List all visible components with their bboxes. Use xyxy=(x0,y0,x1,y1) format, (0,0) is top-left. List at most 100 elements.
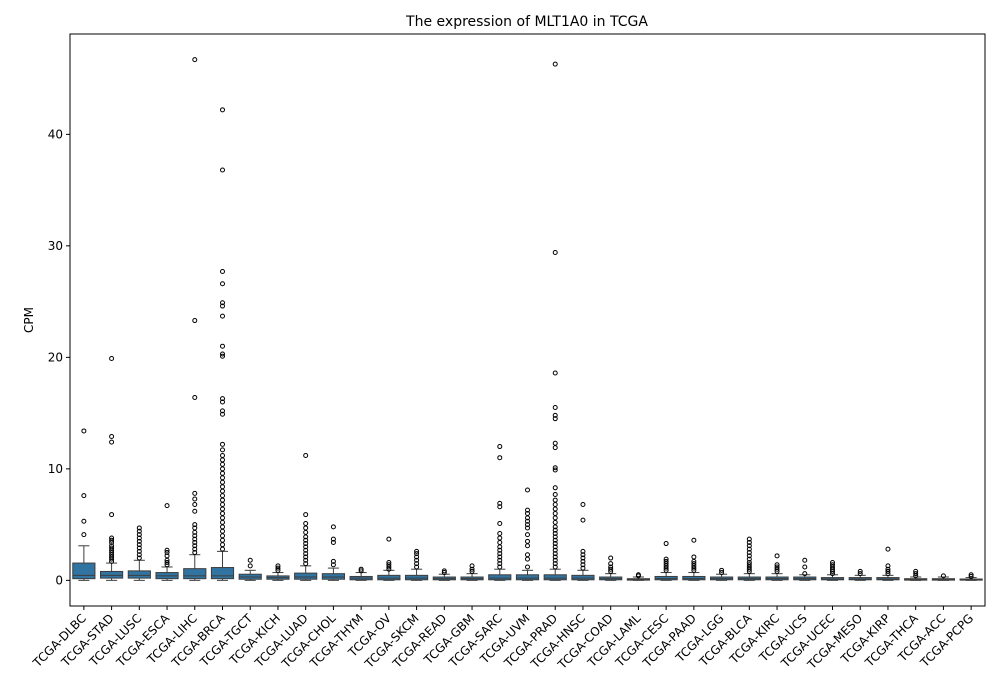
outlier-point xyxy=(885,546,891,552)
outlier-point xyxy=(525,552,530,558)
y-tick-label: 30 xyxy=(48,239,63,253)
outlier-point xyxy=(164,553,170,559)
outlier-point xyxy=(192,318,198,324)
outlier-point xyxy=(580,502,586,508)
outlier-point xyxy=(330,524,336,530)
outlier-point xyxy=(497,551,503,557)
box-tcga-brca xyxy=(210,107,235,581)
outlier-point xyxy=(136,532,142,538)
box-tcga-pcpg xyxy=(959,572,983,581)
y-tick-label: 10 xyxy=(48,462,63,476)
outlier-point xyxy=(164,503,170,509)
outlier-point xyxy=(192,502,198,508)
outlier-point xyxy=(497,564,503,570)
outlier-point xyxy=(109,545,115,551)
box-body xyxy=(405,574,429,581)
box-tcga-lihc xyxy=(183,57,207,581)
box-tcga-kirc xyxy=(765,553,789,581)
outlier-point xyxy=(136,525,142,531)
outlier-point xyxy=(303,541,309,547)
box-tcga-meso xyxy=(848,568,872,581)
outlier-point xyxy=(469,566,475,572)
y-tick-label: 0 xyxy=(55,573,63,587)
outlier-point xyxy=(220,506,225,512)
box-tcga-tgct xyxy=(238,557,262,581)
outlier-point xyxy=(220,515,225,521)
y-tick-label: 20 xyxy=(48,350,63,364)
outlier-point xyxy=(580,562,586,568)
outlier-point xyxy=(719,570,725,576)
outlier-point xyxy=(580,565,586,571)
outlier-point xyxy=(746,562,752,568)
box-tcga-hnsc xyxy=(571,502,595,581)
outlier-point xyxy=(746,543,752,549)
outlier-point xyxy=(913,568,919,574)
box-body xyxy=(377,574,401,581)
outlier-point xyxy=(220,546,225,552)
plot-area xyxy=(72,57,983,581)
outlier-point xyxy=(719,567,725,573)
box-tcga-lgg xyxy=(710,567,734,581)
outlier-point xyxy=(525,518,530,524)
outlier-point xyxy=(220,484,225,490)
outlier-point xyxy=(109,434,115,440)
box-body xyxy=(321,573,345,580)
box-body xyxy=(183,568,207,580)
outlier-point xyxy=(552,527,558,533)
outlier-point xyxy=(330,562,336,568)
box-tcga-thym xyxy=(349,566,373,581)
box-tcga-dlbc xyxy=(72,428,96,581)
box-body xyxy=(654,575,678,581)
outlier-point xyxy=(220,411,225,417)
box-tcga-kich xyxy=(266,563,290,581)
box-tcga-prad xyxy=(543,61,567,581)
outlier-point xyxy=(220,479,225,485)
outlier-point xyxy=(497,504,503,510)
box-body xyxy=(210,567,235,580)
outlier-point xyxy=(220,537,225,543)
outlier-point xyxy=(220,441,225,447)
outlier-point xyxy=(802,557,808,563)
box-tcga-thca xyxy=(904,568,928,581)
outlier-point xyxy=(303,544,309,550)
box-tcga-luad xyxy=(294,452,318,581)
outlier-point xyxy=(220,497,225,503)
outlier-point xyxy=(525,510,530,516)
outlier-point xyxy=(136,552,142,558)
outlier-point xyxy=(552,554,558,560)
outlier-point xyxy=(136,548,142,554)
outlier-point xyxy=(81,428,87,434)
outlier-point xyxy=(580,548,586,554)
outlier-point xyxy=(746,549,752,555)
chart-title: The expression of MLT1A0 in TCGA xyxy=(405,14,648,30)
outlier-point xyxy=(303,561,309,567)
outlier-point xyxy=(525,564,530,570)
outlier-point xyxy=(802,564,808,570)
outlier-point xyxy=(857,571,863,577)
outlier-point xyxy=(663,556,669,562)
outlier-point xyxy=(192,536,198,542)
outlier-point xyxy=(414,564,420,570)
outlier-point xyxy=(220,533,225,539)
outlier-point xyxy=(885,563,891,569)
outlier-point xyxy=(192,533,198,539)
box-tcga-laml xyxy=(626,572,650,581)
outlier-point xyxy=(469,563,475,569)
y-axis-label: CPM xyxy=(22,307,36,333)
outlier-point xyxy=(330,536,336,542)
outlier-point xyxy=(164,547,170,553)
outlier-point xyxy=(192,57,198,63)
outlier-point xyxy=(136,528,142,534)
outlier-point xyxy=(525,538,530,544)
outlier-point xyxy=(774,564,780,570)
outlier-point xyxy=(497,554,503,560)
outlier-point xyxy=(136,545,142,551)
outlier-point xyxy=(414,548,420,554)
outlier-point xyxy=(552,541,558,547)
outlier-point xyxy=(580,552,586,558)
outlier-point xyxy=(691,554,697,560)
outlier-point xyxy=(136,542,142,548)
outlier-point xyxy=(109,355,115,361)
box-tcga-gbm xyxy=(460,563,484,581)
outlier-point xyxy=(552,485,558,491)
